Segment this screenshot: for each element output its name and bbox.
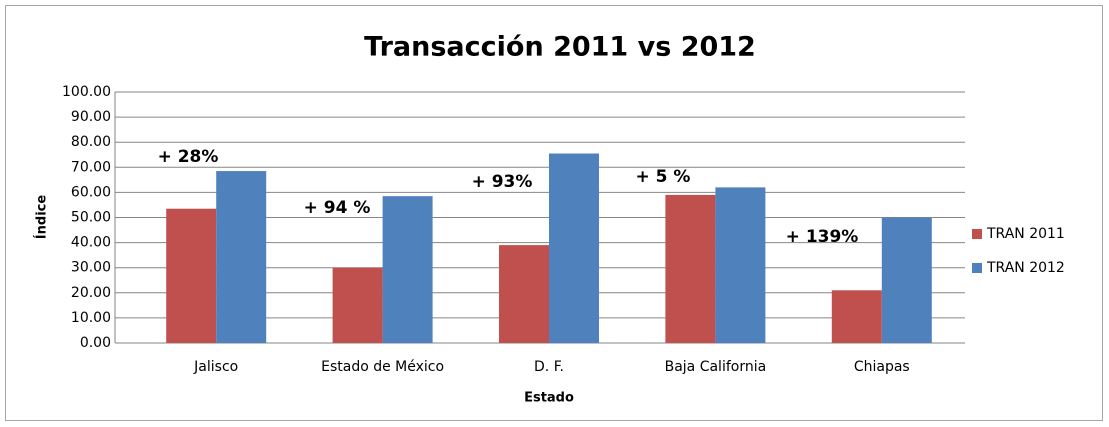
x-axis-label: Estado bbox=[524, 391, 574, 406]
annotation: + 28% bbox=[158, 147, 219, 167]
chart-title: Transacción 2011 vs 2012 bbox=[364, 32, 756, 63]
annotation: + 94 % bbox=[304, 198, 371, 218]
bar bbox=[332, 267, 383, 343]
bar bbox=[831, 290, 882, 343]
x-tick-label: Chiapas bbox=[854, 359, 910, 375]
y-tick-label: 90.00 bbox=[71, 109, 111, 125]
bar bbox=[549, 153, 599, 343]
bar bbox=[881, 217, 932, 343]
y-tick-label: 40.00 bbox=[71, 235, 111, 251]
y-tick-label: 100.00 bbox=[62, 84, 111, 100]
y-tick-label: 80.00 bbox=[71, 134, 111, 150]
x-tick-label: Jalisco bbox=[193, 359, 238, 375]
annotation: + 93% bbox=[472, 172, 533, 192]
x-tick-label: D. F. bbox=[534, 359, 564, 375]
y-tick-label: 10.00 bbox=[71, 310, 111, 326]
y-tick-label: 60.00 bbox=[71, 184, 111, 200]
x-tick-label: Baja California bbox=[665, 359, 767, 375]
bar bbox=[499, 245, 549, 343]
bar bbox=[382, 196, 433, 343]
legend-label: TRAN 2012 bbox=[986, 260, 1065, 276]
bar bbox=[216, 171, 267, 343]
bar bbox=[715, 187, 766, 343]
annotation: + 139% bbox=[786, 227, 859, 247]
legend-swatch bbox=[972, 229, 982, 239]
legend-swatch bbox=[972, 263, 982, 273]
bar bbox=[166, 208, 217, 343]
y-tick-label: 0.00 bbox=[80, 335, 111, 351]
annotation: + 5 % bbox=[636, 167, 691, 187]
legend-label: TRAN 2011 bbox=[986, 226, 1065, 242]
x-tick-label: Estado de México bbox=[321, 359, 444, 375]
y-axis-label: Índice bbox=[34, 195, 50, 240]
y-tick-label: 70.00 bbox=[71, 159, 111, 175]
y-tick-label: 50.00 bbox=[71, 210, 111, 226]
y-tick-label: 20.00 bbox=[71, 285, 111, 301]
y-tick-label: 30.00 bbox=[71, 260, 111, 276]
bar bbox=[665, 194, 716, 343]
